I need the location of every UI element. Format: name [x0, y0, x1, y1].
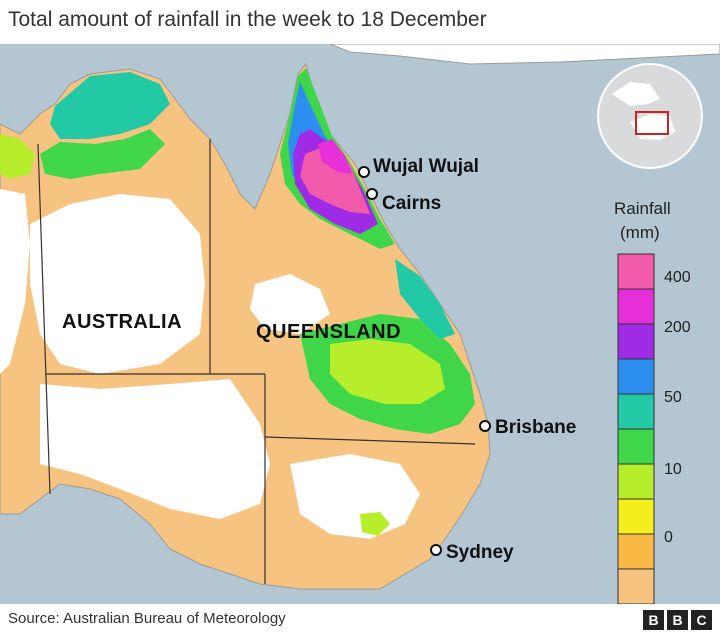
wa-border [37, 143, 51, 495]
legend-swatch [617, 498, 655, 535]
nsw-green [360, 512, 390, 536]
legend-swatch [617, 533, 655, 570]
qld-nsw-border [264, 436, 476, 445]
locator-globe [597, 63, 703, 169]
top-end-green [40, 129, 165, 179]
legend-swatch [617, 253, 655, 290]
city-cairns: Cairns [366, 188, 441, 214]
rainfall-map: AUSTRALIA QUEENSLAND Wujal Wujal Cairns … [0, 44, 720, 604]
legend-tick-200: 200 [664, 319, 691, 336]
globe-locator-box [635, 111, 669, 135]
legend-swatch [617, 323, 655, 360]
footer: Source: Australian Bureau of Meteorology… [0, 604, 720, 636]
cape-york-pink [300, 144, 370, 214]
city-marker [479, 420, 491, 432]
interior-dry-west [30, 194, 205, 374]
legend: Rainfall (mm) 400 200 50 10 0 [614, 199, 691, 604]
city-marker [430, 544, 442, 556]
legend-tick-400: 400 [664, 269, 691, 286]
legend-title-line2: (mm) [620, 223, 660, 242]
legend-swatch [617, 358, 655, 395]
city-sydney: Sydney [430, 542, 514, 563]
legend-tick-0: 0 [664, 529, 673, 546]
interior-dry-south [40, 379, 270, 519]
legend-swatches [617, 253, 655, 604]
new-guinea [329, 44, 720, 65]
legend-swatch [617, 393, 655, 430]
city-label: Brisbane [495, 417, 576, 438]
city-label: Wujal Wujal [373, 156, 479, 177]
far-west-dry [0, 189, 30, 374]
state-label: QUEENSLAND [256, 321, 401, 343]
map-title: Total amount of rainfall in the week to … [8, 8, 487, 31]
city-marker [358, 166, 370, 178]
map-svg: AUSTRALIA QUEENSLAND Wujal Wujal Cairns … [0, 44, 720, 604]
legend-tick-50: 50 [664, 389, 682, 406]
logo-letter: B [643, 610, 664, 630]
city-wujal-wujal: Wujal Wujal [358, 156, 479, 178]
nsw-dry [290, 454, 420, 539]
legend-tick-10: 10 [664, 461, 682, 478]
cape-york-magenta [318, 139, 352, 174]
qld-coast-teal [395, 259, 455, 339]
west-green [0, 134, 35, 179]
city-label: Cairns [382, 193, 441, 214]
logo-letter: C [691, 610, 712, 630]
country-label: AUSTRALIA [62, 311, 182, 333]
legend-title-line1: Rainfall [614, 199, 671, 218]
legend-swatch [617, 428, 655, 465]
source-credit: Source: Australian Bureau of Meteorology [8, 610, 286, 627]
globe-land-asia [612, 82, 660, 106]
state-borders [37, 139, 476, 584]
interior-dry-qld [250, 274, 330, 334]
bbc-logo: B B C [643, 610, 712, 630]
legend-swatch [617, 568, 655, 604]
top-end-rain [50, 72, 170, 139]
city-marker [366, 188, 378, 200]
city-brisbane: Brisbane [479, 417, 576, 438]
city-label: Sydney [446, 542, 514, 563]
legend-swatch [617, 463, 655, 500]
qld-central-yellow [330, 339, 445, 404]
logo-letter: B [667, 610, 688, 630]
legend-swatch [617, 288, 655, 325]
